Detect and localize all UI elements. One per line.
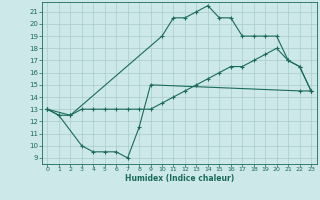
X-axis label: Humidex (Indice chaleur): Humidex (Indice chaleur) [124, 174, 234, 183]
